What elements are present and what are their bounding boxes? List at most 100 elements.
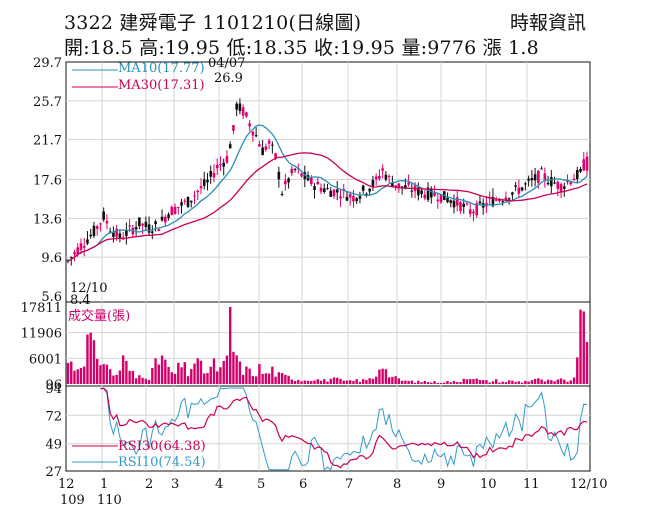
- candle-body: [475, 203, 479, 216]
- volume-bar: [345, 380, 349, 384]
- volume-bar: [374, 376, 378, 384]
- candle-body: [436, 199, 440, 202]
- volume-bar: [102, 364, 105, 384]
- high-date-label: 04/07: [208, 56, 245, 71]
- candle-body: [189, 200, 193, 203]
- volume-bar: [579, 309, 582, 384]
- volume-bar: [566, 381, 569, 384]
- candle-body: [280, 193, 284, 195]
- candle-body: [514, 185, 517, 187]
- volume-bar: [118, 370, 122, 384]
- volume-bar: [482, 380, 485, 384]
- candle-body: [517, 187, 521, 194]
- rsi30-legend-label: RSI30(64.38): [118, 439, 206, 454]
- candle-body: [206, 179, 209, 183]
- x-tick-label: 6: [299, 477, 307, 492]
- volume-bar: [261, 373, 264, 384]
- candle-body: [559, 184, 563, 193]
- candle-body: [579, 168, 582, 172]
- candle-body: [267, 140, 271, 144]
- rsi30-line: [100, 387, 588, 469]
- volume-bar: [115, 374, 118, 384]
- rsi-y-tick-label: 94: [45, 382, 62, 397]
- rsi-y-tick-label: 49: [45, 438, 62, 453]
- candle-body: [274, 153, 277, 159]
- volume-bar: [316, 379, 319, 384]
- volume-bar: [423, 380, 427, 384]
- volume-bar: [138, 375, 141, 384]
- volume-bar: [66, 362, 70, 384]
- volume-bar: [368, 378, 371, 384]
- volume-bar: [459, 381, 462, 384]
- volume-bar: [112, 375, 115, 384]
- candle-body: [543, 173, 547, 180]
- candle-body: [254, 135, 258, 137]
- volume-bar: [436, 383, 439, 384]
- volume-bar: [125, 360, 128, 384]
- volume-bar: [303, 380, 306, 384]
- x-tick-label: 11: [523, 477, 540, 492]
- volume-bar: [306, 380, 310, 384]
- candle-body: [352, 195, 355, 202]
- candle-body: [524, 183, 527, 185]
- volume-bar: [319, 380, 323, 384]
- candle-body: [238, 103, 242, 112]
- volume-bar: [514, 381, 517, 384]
- volume-bar: [494, 379, 498, 384]
- volume-bar: [83, 366, 86, 384]
- volume-bar: [186, 376, 190, 384]
- volume-bar: [488, 382, 491, 384]
- volume-bar: [524, 380, 527, 384]
- volume-bar: [410, 380, 414, 384]
- volume-bar: [433, 381, 436, 384]
- candle-body: [319, 187, 323, 192]
- candle-body: [452, 200, 456, 208]
- candle-body: [462, 203, 466, 207]
- volume-bar: [154, 358, 157, 384]
- volume-bar: [177, 362, 180, 384]
- volume-bar: [563, 379, 566, 384]
- volume-bar: [417, 380, 420, 384]
- volume-bar: [134, 378, 138, 384]
- candle-body: [345, 196, 349, 201]
- candle-body: [478, 201, 482, 204]
- volume-bar: [199, 360, 203, 384]
- candle-body: [501, 201, 504, 203]
- volume-bar: [79, 367, 83, 384]
- volume-bar: [472, 379, 475, 384]
- volume-bar: [271, 366, 274, 384]
- volume-bar: [381, 368, 384, 384]
- volume-bar: [469, 379, 472, 384]
- volume-bar: [485, 380, 488, 384]
- volume-bar: [219, 367, 222, 384]
- volume-bar: [339, 378, 342, 384]
- volume-bar: [378, 369, 381, 384]
- volume-bar: [326, 381, 329, 384]
- candle-body: [562, 186, 566, 189]
- candle-body: [449, 200, 453, 203]
- x-tick-label: 1: [100, 477, 108, 492]
- volume-bar: [394, 376, 397, 384]
- volume-bar: [546, 379, 550, 384]
- volume-bar: [543, 381, 547, 384]
- volume-bar: [504, 382, 508, 384]
- volume-bar: [254, 376, 258, 384]
- volume-bar: [206, 372, 209, 384]
- candle-body: [193, 195, 196, 197]
- candle-body: [284, 180, 287, 185]
- candle-body: [209, 171, 213, 177]
- volume-bar: [183, 362, 186, 384]
- candle-body: [374, 176, 378, 180]
- volume-bar: [290, 379, 294, 384]
- volume-bar: [141, 377, 144, 384]
- candle-body: [430, 188, 433, 198]
- candle-body: [335, 189, 339, 193]
- volume-bar: [430, 382, 433, 384]
- volume-title: 成交量(張): [68, 308, 130, 324]
- volume-bar: [404, 380, 407, 384]
- chart-frame: [65, 61, 591, 472]
- volume-bar: [507, 380, 511, 384]
- candle-body: [95, 226, 99, 229]
- candle-body: [322, 188, 326, 192]
- rsi10-line: [100, 387, 588, 471]
